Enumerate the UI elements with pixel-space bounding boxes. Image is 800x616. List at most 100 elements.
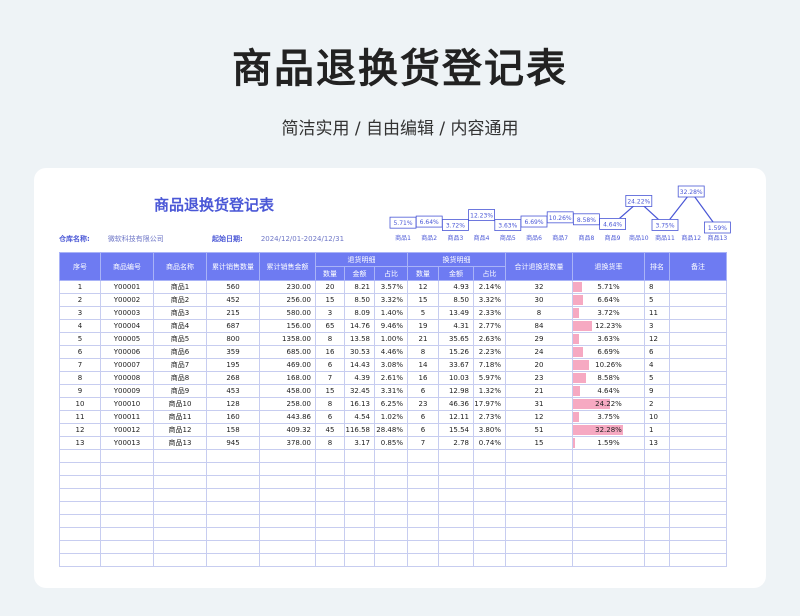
cell-r-amt[interactable]: 16.13	[344, 397, 375, 411]
cell-e-qty[interactable]: 6	[407, 423, 439, 437]
empty-cell[interactable]	[206, 540, 260, 554]
empty-cell[interactable]	[505, 527, 573, 541]
empty-cell[interactable]	[644, 527, 670, 541]
cell-rate[interactable]: 32.28%	[572, 423, 645, 437]
cell-total[interactable]: 24	[505, 345, 573, 359]
cell-rank[interactable]: 3	[644, 319, 670, 333]
empty-cell[interactable]	[505, 553, 573, 567]
cell-rate[interactable]: 3.75%	[572, 410, 645, 424]
empty-cell[interactable]	[572, 540, 645, 554]
empty-cell[interactable]	[100, 449, 154, 463]
cell-rank[interactable]: 9	[644, 384, 670, 398]
cell-e-qty[interactable]: 23	[407, 397, 439, 411]
empty-cell[interactable]	[438, 527, 474, 541]
cell-sales-amt[interactable]: 580.00	[259, 306, 316, 320]
empty-cell[interactable]	[100, 475, 154, 489]
cell-note[interactable]	[669, 410, 727, 424]
cell-r-qty[interactable]: 65	[315, 319, 345, 333]
cell-r-ratio[interactable]: 28.48%	[374, 423, 408, 437]
cell-r-amt[interactable]: 116.58	[344, 423, 375, 437]
cell-sales-qty[interactable]: 687	[206, 319, 260, 333]
cell-e-ratio[interactable]: 0.74%	[473, 436, 506, 450]
cell-sales-qty[interactable]: 560	[206, 280, 260, 294]
empty-cell[interactable]	[505, 514, 573, 528]
cell-code[interactable]: Y00009	[100, 384, 154, 398]
cell-r-qty[interactable]: 45	[315, 423, 345, 437]
cell-e-amt[interactable]: 8.50	[438, 293, 474, 307]
warehouse-value[interactable]: 微软科技有限公司	[107, 235, 164, 243]
cell-sales-amt[interactable]: 256.00	[259, 293, 316, 307]
cell-name[interactable]: 商品1	[153, 280, 207, 294]
empty-cell[interactable]	[669, 540, 727, 554]
empty-cell[interactable]	[505, 501, 573, 515]
empty-cell[interactable]	[344, 501, 375, 515]
empty-cell[interactable]	[100, 462, 154, 476]
cell-r-ratio[interactable]: 0.85%	[374, 436, 408, 450]
empty-cell[interactable]	[473, 462, 506, 476]
cell-r-ratio[interactable]: 3.32%	[374, 293, 408, 307]
cell-r-ratio[interactable]: 4.46%	[374, 345, 408, 359]
cell-e-ratio[interactable]: 7.18%	[473, 358, 506, 372]
cell-total[interactable]: 23	[505, 371, 573, 385]
cell-total[interactable]: 8	[505, 306, 573, 320]
cell-total[interactable]: 51	[505, 423, 573, 437]
cell-name[interactable]: 商品4	[153, 319, 207, 333]
cell-e-amt[interactable]: 33.67	[438, 358, 474, 372]
empty-cell[interactable]	[153, 462, 207, 476]
cell-r-amt[interactable]: 4.39	[344, 371, 375, 385]
empty-cell[interactable]	[572, 527, 645, 541]
empty-cell[interactable]	[644, 553, 670, 567]
cell-code[interactable]: Y00013	[100, 436, 154, 450]
cell-seq[interactable]: 5	[59, 332, 101, 346]
cell-code[interactable]: Y00001	[100, 280, 154, 294]
empty-cell[interactable]	[59, 475, 101, 489]
cell-rate[interactable]: 3.72%	[572, 306, 645, 320]
cell-r-ratio[interactable]: 6.25%	[374, 397, 408, 411]
empty-cell[interactable]	[206, 553, 260, 567]
cell-e-amt[interactable]: 12.98	[438, 384, 474, 398]
empty-cell[interactable]	[100, 501, 154, 515]
cell-rank[interactable]: 5	[644, 293, 670, 307]
empty-cell[interactable]	[206, 475, 260, 489]
cell-sales-amt[interactable]: 1358.00	[259, 332, 316, 346]
cell-e-qty[interactable]: 21	[407, 332, 439, 346]
cell-e-amt[interactable]: 4.31	[438, 319, 474, 333]
empty-cell[interactable]	[315, 488, 345, 502]
empty-cell[interactable]	[344, 540, 375, 554]
cell-rate[interactable]: 24.22%	[572, 397, 645, 411]
cell-rank[interactable]: 11	[644, 306, 670, 320]
empty-cell[interactable]	[438, 449, 474, 463]
cell-r-ratio[interactable]: 3.08%	[374, 358, 408, 372]
cell-code[interactable]: Y00006	[100, 345, 154, 359]
empty-cell[interactable]	[315, 475, 345, 489]
cell-sales-amt[interactable]: 469.00	[259, 358, 316, 372]
empty-cell[interactable]	[407, 501, 439, 515]
cell-rate[interactable]: 4.64%	[572, 384, 645, 398]
cell-e-qty[interactable]: 12	[407, 280, 439, 294]
cell-r-amt[interactable]: 4.54	[344, 410, 375, 424]
cell-sales-qty[interactable]: 359	[206, 345, 260, 359]
cell-seq[interactable]: 13	[59, 436, 101, 450]
empty-cell[interactable]	[206, 488, 260, 502]
empty-cell[interactable]	[206, 462, 260, 476]
cell-e-qty[interactable]: 5	[407, 306, 439, 320]
cell-rate[interactable]: 6.64%	[572, 293, 645, 307]
cell-note[interactable]	[669, 293, 727, 307]
empty-cell[interactable]	[153, 501, 207, 515]
cell-e-ratio[interactable]: 2.77%	[473, 319, 506, 333]
empty-cell[interactable]	[407, 488, 439, 502]
empty-cell[interactable]	[315, 527, 345, 541]
empty-cell[interactable]	[407, 475, 439, 489]
cell-sales-amt[interactable]: 168.00	[259, 371, 316, 385]
cell-total[interactable]: 84	[505, 319, 573, 333]
cell-seq[interactable]: 1	[59, 280, 101, 294]
cell-e-amt[interactable]: 10.03	[438, 371, 474, 385]
cell-e-ratio[interactable]: 1.32%	[473, 384, 506, 398]
empty-cell[interactable]	[259, 553, 316, 567]
cell-rank[interactable]: 2	[644, 397, 670, 411]
empty-cell[interactable]	[344, 449, 375, 463]
cell-r-qty[interactable]: 20	[315, 280, 345, 294]
empty-cell[interactable]	[505, 449, 573, 463]
cell-e-amt[interactable]: 2.78	[438, 436, 474, 450]
cell-rank[interactable]: 12	[644, 332, 670, 346]
